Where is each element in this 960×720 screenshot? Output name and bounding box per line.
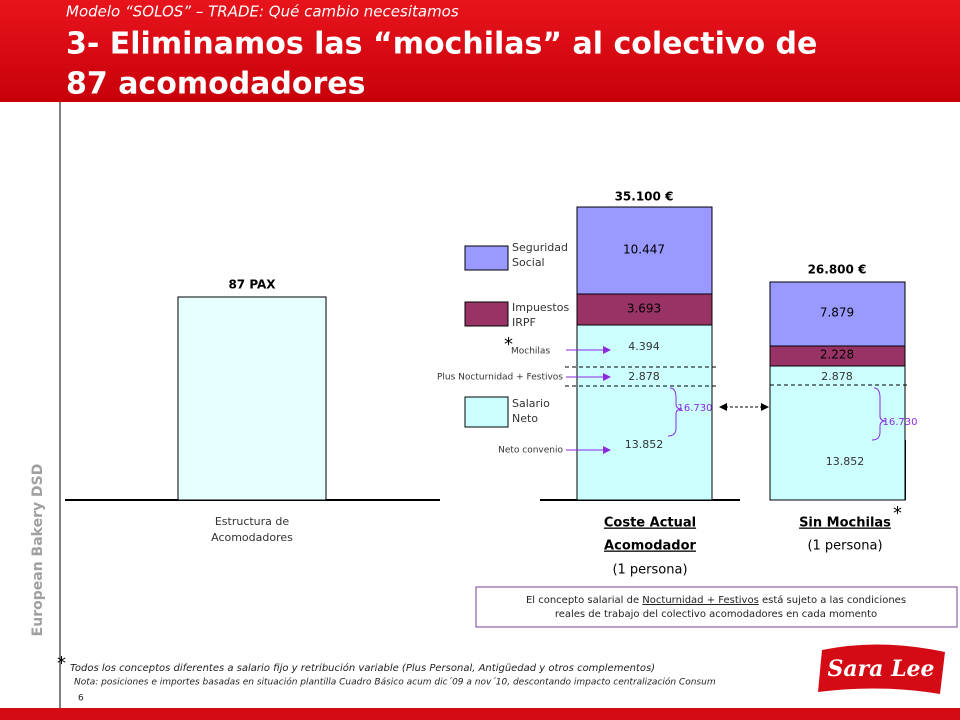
brace-label: 16.730 xyxy=(678,403,713,414)
segment-label: 4.394 xyxy=(628,340,660,353)
brace xyxy=(871,387,887,441)
asterisk: * xyxy=(57,653,66,674)
pointer-label: Plus Nocturnidad + Festivos xyxy=(437,373,563,383)
caption: Acomodador xyxy=(604,539,696,554)
logo: Sara Lee xyxy=(827,656,934,682)
brace xyxy=(667,387,683,437)
page-number: 6 xyxy=(78,694,84,704)
footnote: Nota: posiciones e importes basadas en s… xyxy=(74,677,716,688)
segment-label: 2.878 xyxy=(821,370,853,383)
caption: Sin Mochilas xyxy=(799,516,891,531)
segment xyxy=(576,293,713,326)
logo-shape xyxy=(818,644,945,694)
legend-swatch xyxy=(464,396,509,428)
header-band xyxy=(0,0,960,102)
title: 87 acomodadores xyxy=(66,67,366,102)
segment-label: 7.879 xyxy=(820,306,854,320)
segment xyxy=(769,365,906,501)
segment-label: 10.447 xyxy=(623,243,665,257)
asterisk: * xyxy=(893,503,902,524)
legend-label: Salario xyxy=(512,397,550,410)
legend-swatch xyxy=(464,245,509,271)
subtitle: Modelo “SOLOS” – TRADE: Qué cambio neces… xyxy=(66,3,459,21)
total-label: 26.800 € xyxy=(808,263,867,277)
note-box xyxy=(475,586,958,628)
total-label: 35.100 € xyxy=(615,190,674,204)
pointer-label: Mochilas xyxy=(511,347,550,357)
side-label: European Bakery DSD xyxy=(30,464,46,637)
segment-label: 13.852 xyxy=(625,438,664,451)
caption: (1 persona) xyxy=(612,563,687,578)
segment-label: 13.852 xyxy=(826,455,865,468)
caption: Estructura de xyxy=(215,515,290,528)
segment xyxy=(769,281,906,347)
pointer-label: Neto convenio xyxy=(498,446,563,456)
bar xyxy=(177,296,327,501)
note-link: Nocturnidad + Festivos xyxy=(642,595,758,606)
note-text: El concepto salarial de xyxy=(526,595,642,606)
brace-label: 16.730 xyxy=(883,417,918,428)
legend-label: IRPF xyxy=(512,316,536,329)
footer-band xyxy=(0,708,960,720)
note-text: está sujeto a las condiciones xyxy=(759,594,906,606)
caption: Coste Actual xyxy=(604,516,696,531)
note-text: El concepto salarial de Nocturnidad + Fe… xyxy=(526,594,906,606)
segment xyxy=(576,324,713,501)
legend-label: Impuestos xyxy=(512,301,569,314)
segment-label: 2.878 xyxy=(628,370,660,383)
legend-label: Social xyxy=(512,256,545,269)
legend-label: Neto xyxy=(512,412,538,425)
caption: (1 persona) xyxy=(807,539,882,554)
caption: Acomodadores xyxy=(211,531,293,544)
asterisk: * xyxy=(504,334,513,355)
footnote: Todos los conceptos diferentes a salario… xyxy=(70,662,655,674)
segment-label: 2.228 xyxy=(820,348,854,362)
bar-label: 87 PAX xyxy=(228,278,276,292)
note-text: reales de trabajo del colectivo acomodad… xyxy=(555,609,877,620)
legend-swatch xyxy=(464,301,509,327)
title: 3- Eliminamos las “mochilas” al colectiv… xyxy=(66,27,817,62)
legend-label: Seguridad xyxy=(512,241,568,254)
segment-label: 3.693 xyxy=(627,302,661,316)
